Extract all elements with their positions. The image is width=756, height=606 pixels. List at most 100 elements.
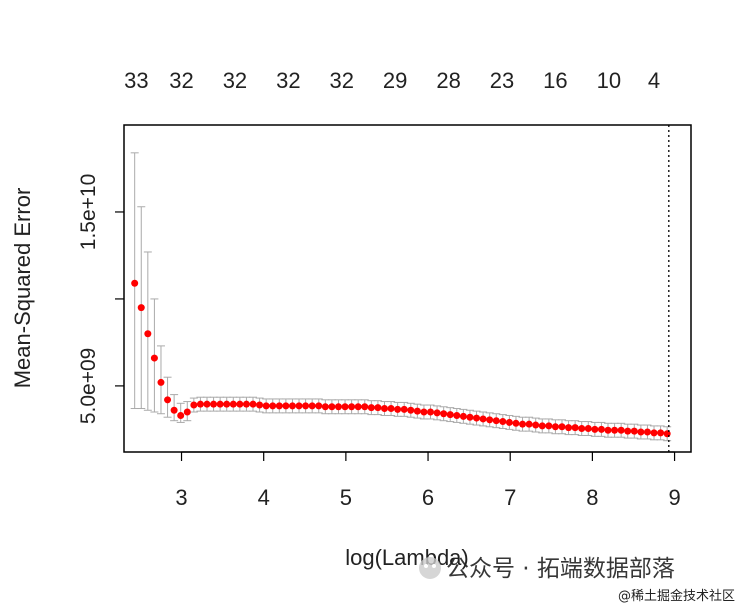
data-point: [512, 419, 520, 427]
data-point: [177, 411, 185, 419]
watermark-subtext: @稀土掘金技术社区: [618, 588, 735, 604]
watermark-logo-icon: [419, 557, 441, 579]
data-point: [137, 304, 145, 312]
data-point: [413, 407, 421, 415]
data-point: [315, 402, 323, 410]
data-point: [203, 400, 211, 408]
data-point: [196, 400, 204, 408]
x-tick-label: 7: [504, 485, 516, 510]
x-tick-label: 3: [175, 485, 187, 510]
y-tick-label: 5.0e+09: [77, 348, 100, 425]
data-point: [190, 401, 198, 409]
data-point: [394, 405, 402, 413]
data-point: [591, 425, 599, 433]
data-point: [131, 279, 139, 287]
data-point: [183, 408, 191, 416]
top-axis-labels: 33 32 32 32 32 29 28 23 16 10 4: [124, 68, 660, 93]
top-axis-label: 16: [543, 68, 567, 93]
data-point: [551, 423, 559, 431]
data-point: [584, 425, 592, 433]
data-point: [262, 402, 270, 410]
y-axis: 5.0e+09 1.5e+10: [77, 174, 124, 424]
data-point: [282, 402, 290, 410]
data-point: [275, 402, 283, 410]
data-point: [433, 409, 441, 417]
data-point: [532, 421, 540, 429]
data-point: [256, 401, 264, 409]
x-tick-label: 5: [340, 485, 352, 510]
x-tick-label: 4: [258, 485, 270, 510]
data-point: [387, 405, 395, 413]
x-axis-label: log(Lambda): [345, 545, 469, 570]
data-point: [308, 402, 316, 410]
data-point: [144, 330, 152, 338]
data-point: [525, 420, 533, 428]
data-point: [611, 426, 619, 434]
data-point: [210, 400, 218, 408]
data-point: [170, 406, 178, 414]
data-point: [348, 403, 356, 411]
data-point: [288, 402, 296, 410]
data-point: [374, 404, 382, 412]
data-point: [466, 413, 474, 421]
data-point: [492, 417, 500, 425]
data-point: [249, 400, 257, 408]
data-point: [164, 396, 172, 404]
data-point: [538, 422, 546, 430]
top-axis-label: 32: [330, 68, 354, 93]
data-point: [650, 429, 658, 437]
x-tick-label: 8: [586, 485, 598, 510]
x-tick-label: 9: [668, 485, 680, 510]
data-point: [242, 400, 250, 408]
data-point: [643, 428, 651, 436]
top-axis-label: 4: [648, 68, 660, 93]
data-point: [505, 418, 513, 426]
top-axis-label: 32: [276, 68, 300, 93]
top-axis-label: 33: [124, 68, 148, 93]
data-point: [229, 400, 237, 408]
data-point: [236, 400, 244, 408]
top-axis-label: 10: [597, 68, 621, 93]
data-point: [440, 410, 448, 418]
data-point: [400, 405, 408, 413]
data-point: [486, 416, 494, 424]
x-tick-label: 6: [422, 485, 434, 510]
top-axis-label: 32: [169, 68, 193, 93]
data-point: [354, 403, 362, 411]
data-point: [473, 414, 481, 422]
data-point: [328, 403, 336, 411]
data-point: [361, 403, 369, 411]
data-point: [578, 425, 586, 433]
data-point: [617, 426, 625, 434]
data-point: [558, 423, 566, 431]
data-point: [427, 408, 435, 416]
data-point: [663, 430, 671, 438]
data-point: [302, 402, 310, 410]
data-point: [150, 354, 158, 362]
data-point: [380, 405, 388, 413]
data-point: [597, 425, 605, 433]
data-point: [657, 429, 665, 437]
top-axis-label: 28: [436, 68, 460, 93]
data-point: [269, 402, 277, 410]
data-point: [420, 408, 428, 416]
data-point: [223, 400, 231, 408]
data-point: [637, 428, 645, 436]
y-axis-label: Mean-Squared Error: [10, 188, 35, 389]
watermark-text: 公众号 · 拓端数据部落: [446, 556, 675, 582]
data-point: [545, 422, 553, 430]
watermark: 公众号 · 拓端数据部落 @稀土掘金技术社区: [419, 556, 735, 604]
top-axis-label: 23: [490, 68, 514, 93]
top-axis-label: 29: [383, 68, 407, 93]
data-point: [453, 411, 461, 419]
y-tick-label: 1.5e+10: [77, 174, 100, 251]
data-point: [295, 402, 303, 410]
data-point: [519, 420, 527, 428]
data-point: [216, 400, 224, 408]
data-point: [334, 403, 342, 411]
data-point: [341, 403, 349, 411]
top-axis-label: 32: [223, 68, 247, 93]
data-point: [571, 424, 579, 432]
data-point: [157, 378, 165, 386]
